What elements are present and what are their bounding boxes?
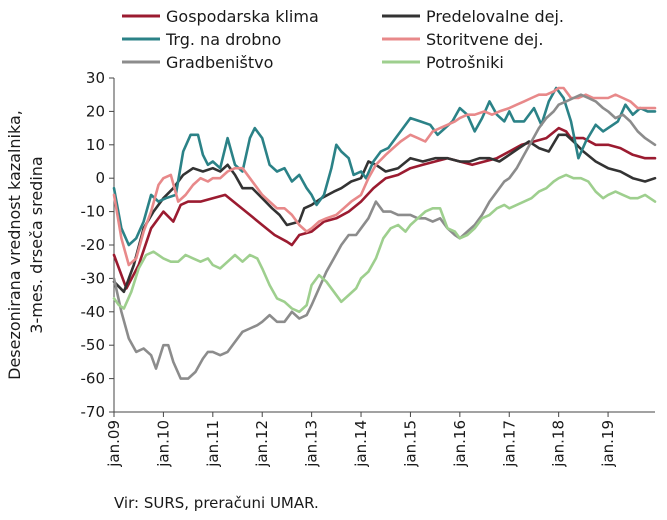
- y-axis-label: Desezonirana vrednost kazalnika, 3-mes. d…: [5, 110, 46, 380]
- x-tick-label: jan.18: [550, 420, 568, 468]
- legend-label: Predelovalne dej.: [426, 7, 564, 26]
- legend-label: Gospodarska klima: [166, 7, 319, 26]
- x-tick-label: jan.09: [105, 420, 123, 468]
- x-tick-label: jan.10: [154, 420, 172, 468]
- y-ticks: -70 -60 -50 -40 -30 -20 -10 0 10 20 30: [81, 69, 114, 421]
- y-tick-label: -30: [81, 269, 106, 287]
- legend-label: Storitvene dej.: [426, 30, 543, 49]
- y-tick-label: -10: [81, 203, 106, 221]
- x-tick-label: jan.11: [204, 420, 222, 468]
- x-tick-label: jan.14: [352, 420, 370, 468]
- legend: Gospodarska klima Predelovalne dej. Trg. n…: [122, 7, 564, 72]
- y-tick-label: -40: [81, 303, 106, 321]
- y-tick-label: 10: [86, 136, 105, 154]
- series-line-5: [112, 93, 657, 380]
- series-lines: [112, 86, 657, 380]
- series-line-4: [112, 86, 657, 267]
- legend-label: Trg. na drobno: [165, 30, 281, 49]
- series-line-2: [112, 133, 657, 294]
- plot-area: -70 -60 -50 -40 -30 -20 -10 0 10 20 30 jan.09 jan.1…: [81, 69, 657, 468]
- y-tick-label: -70: [81, 403, 106, 421]
- y-tick-label: 0: [95, 169, 105, 187]
- y-axis-label-line: 3-mes. drseča sredina: [27, 156, 46, 333]
- y-tick-label: 20: [86, 102, 105, 120]
- x-tick-label: jan.16: [451, 420, 469, 468]
- x-tick-label: jan.19: [599, 420, 617, 468]
- y-tick-label: -20: [81, 236, 106, 254]
- x-tick-label: jan.17: [500, 420, 518, 468]
- y-tick-label: -50: [81, 336, 106, 354]
- y-axis-label-line: Desezonirana vrednost kazalnika,: [5, 110, 24, 380]
- series-line-3: [112, 86, 657, 247]
- series-line-6: [112, 173, 657, 314]
- x-tick-label: jan.13: [303, 420, 321, 468]
- y-tick-label: -60: [81, 370, 106, 388]
- x-tick-label: jan.12: [253, 420, 271, 468]
- y-tick-label: 30: [86, 69, 105, 87]
- source-note: Vir: SURS, preračuni UMAR.: [114, 494, 319, 512]
- x-ticks: jan.09 jan.10 jan.11 jan.12 jan.13 jan.14 jan.…: [105, 412, 617, 468]
- series-line-1: [112, 126, 657, 290]
- legend-label: Potrošniki: [426, 53, 504, 72]
- legend-label: Gradbeništvo: [166, 53, 273, 72]
- x-tick-label: jan.15: [401, 420, 419, 468]
